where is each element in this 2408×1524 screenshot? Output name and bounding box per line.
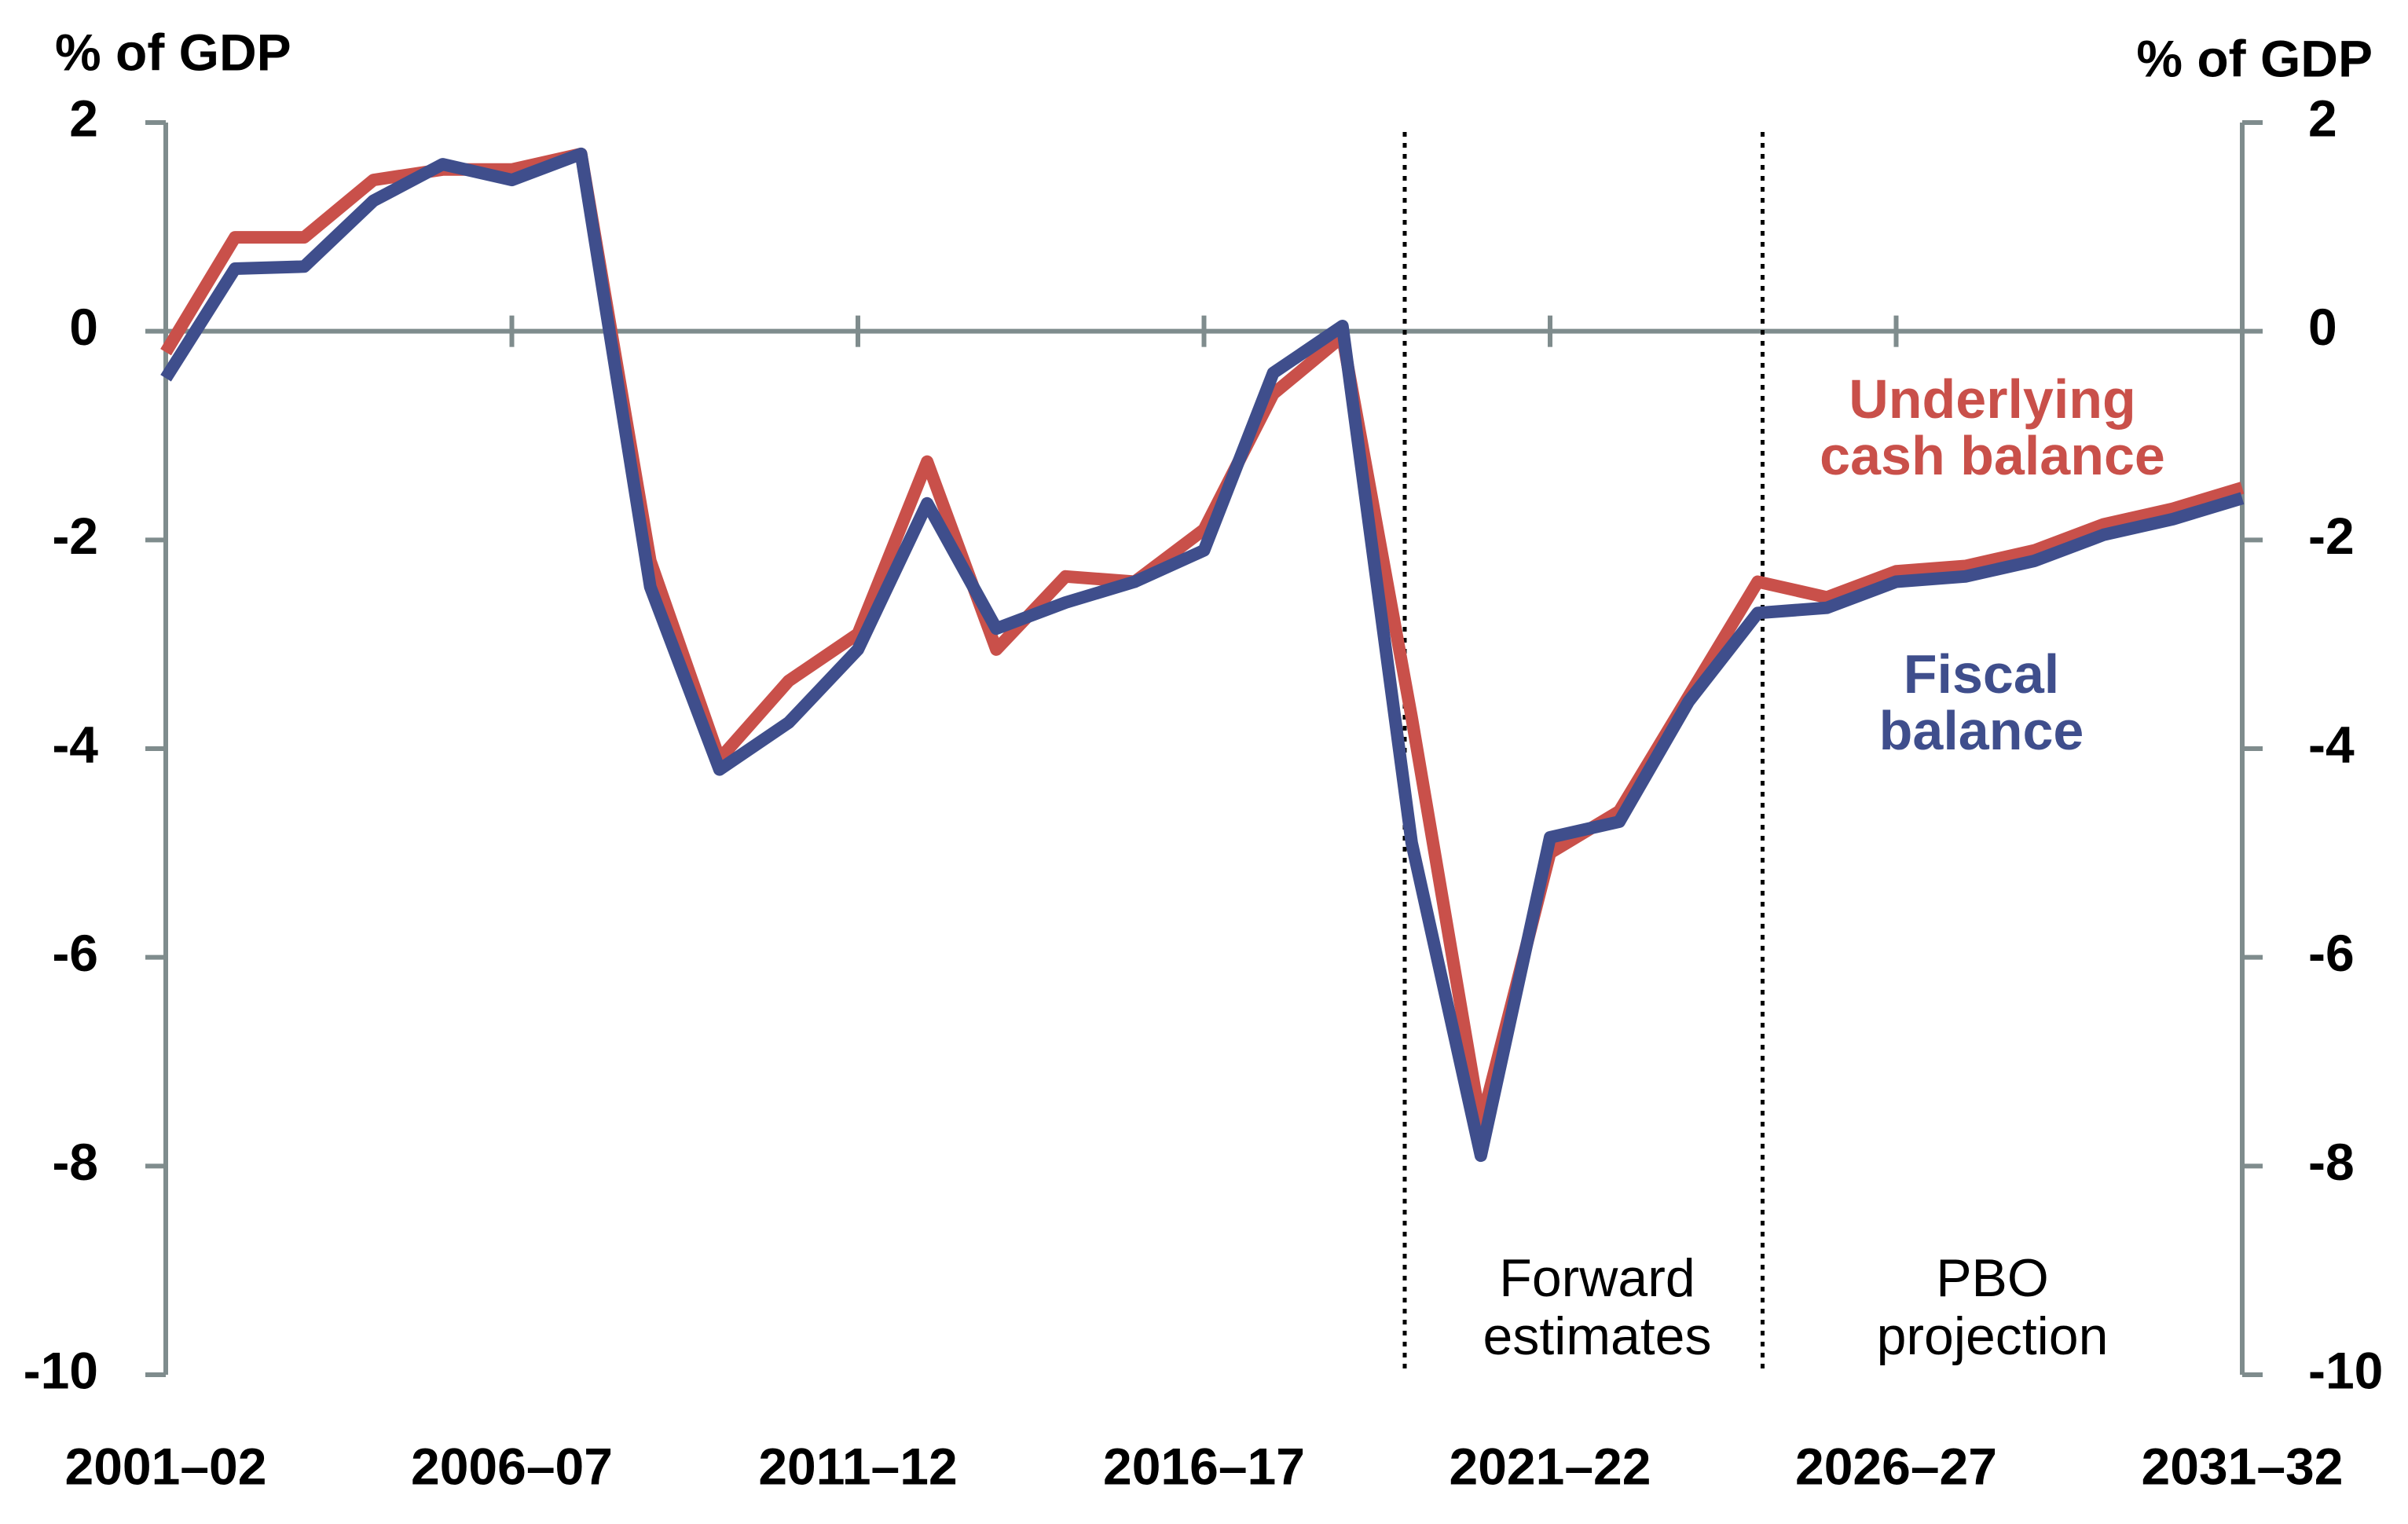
y-axis-title: % of GDP [55, 23, 291, 81]
series-label: Underlying cash balance [1820, 368, 2165, 486]
y2-tick-label: -2 [2308, 507, 2355, 565]
x-tick-label: 2006–07 [411, 1437, 613, 1495]
series-line [160, 147, 2245, 1163]
x-tick-label: 2011–12 [758, 1437, 957, 1495]
series-label: Fiscal balance [1878, 643, 2084, 761]
y-tick-label: -2 [52, 507, 98, 565]
x-tick-label: 2016–17 [1103, 1437, 1305, 1495]
x-tick-label: 2031–32 [2142, 1437, 2344, 1495]
series-line [160, 147, 2245, 1131]
y-tick-label: 2 [69, 89, 98, 147]
y2-tick-label: -6 [2308, 924, 2355, 982]
y2-tick-label: 0 [2308, 298, 2337, 356]
x-tick-label: 2021–22 [1450, 1437, 1651, 1495]
y-tick-label: -6 [52, 924, 98, 982]
x-tick-label: 2001–02 [65, 1437, 267, 1495]
x-tick-label: 2026–27 [1795, 1437, 1997, 1495]
y-tick-label: -8 [52, 1133, 98, 1191]
y-tick-label: 0 [69, 298, 98, 356]
period-label: Forward estimates [1483, 1248, 1712, 1366]
period-label: PBO projection [1876, 1248, 2109, 1366]
y2-tick-label: -8 [2308, 1133, 2355, 1191]
y-tick-label: -10 [24, 1341, 98, 1399]
y-tick-label: -4 [52, 715, 98, 773]
y2-tick-label: 2 [2308, 89, 2337, 147]
y2-tick-label: -4 [2308, 715, 2355, 773]
y2-tick-label: -10 [2308, 1341, 2383, 1399]
y2-axis-title: % of GDP [2136, 29, 2373, 87]
